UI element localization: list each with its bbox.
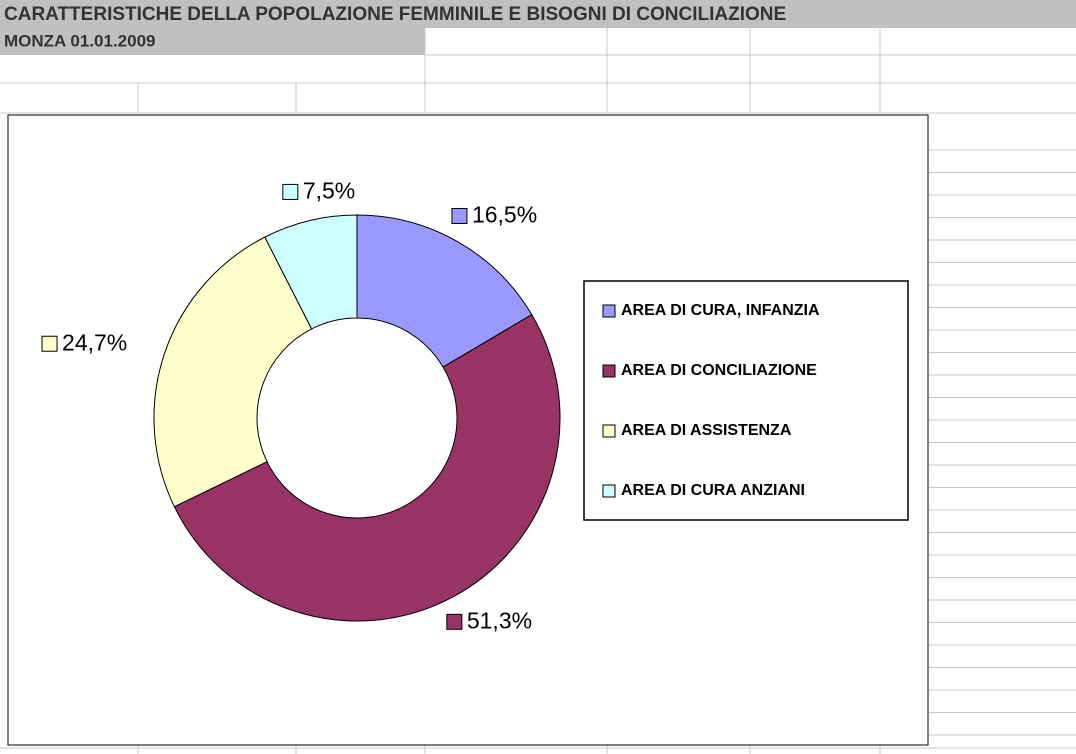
legend-box [583, 280, 909, 521]
label-key [446, 613, 463, 630]
donut-slice [173, 313, 561, 622]
data-label: 16,5% [472, 202, 537, 228]
legend-key [602, 424, 616, 438]
legend-key [602, 364, 616, 378]
subtitle-row [0, 28, 425, 55]
sheet-subtitle: MONZA 01.01.2009 [4, 31, 156, 50]
legend-label: AREA DI CURA ANZIANI [621, 482, 805, 499]
data-label: 24,7% [62, 329, 127, 355]
label-key [451, 207, 468, 224]
chart: 16,5% 51,3% 24,7% 7,5% AREA DI CURA, INFANZI… [41, 177, 820, 633]
donut-slice [264, 214, 358, 330]
label-key [41, 335, 58, 352]
sheet-title: CARATTERISTICHE DELLA POPOLAZIONE FEMMIN… [4, 4, 786, 25]
legend-label: AREA DI ASSISTENZA [621, 422, 792, 439]
label-key [282, 183, 299, 200]
cell-grid [929, 149, 1076, 736]
title-row [0, 0, 1076, 28]
legend-key [602, 304, 616, 318]
donut-slice [356, 214, 533, 368]
data-label: 7,5% [303, 177, 355, 203]
legend-key [602, 484, 616, 498]
legend-label: AREA DI CONCILIAZIONE [621, 362, 817, 379]
cell-grid [0, 28, 1076, 754]
legend-label: AREA DI CURA, INFANZIA [621, 302, 820, 319]
data-label: 51,3% [467, 607, 532, 633]
donut-slice [153, 236, 313, 508]
